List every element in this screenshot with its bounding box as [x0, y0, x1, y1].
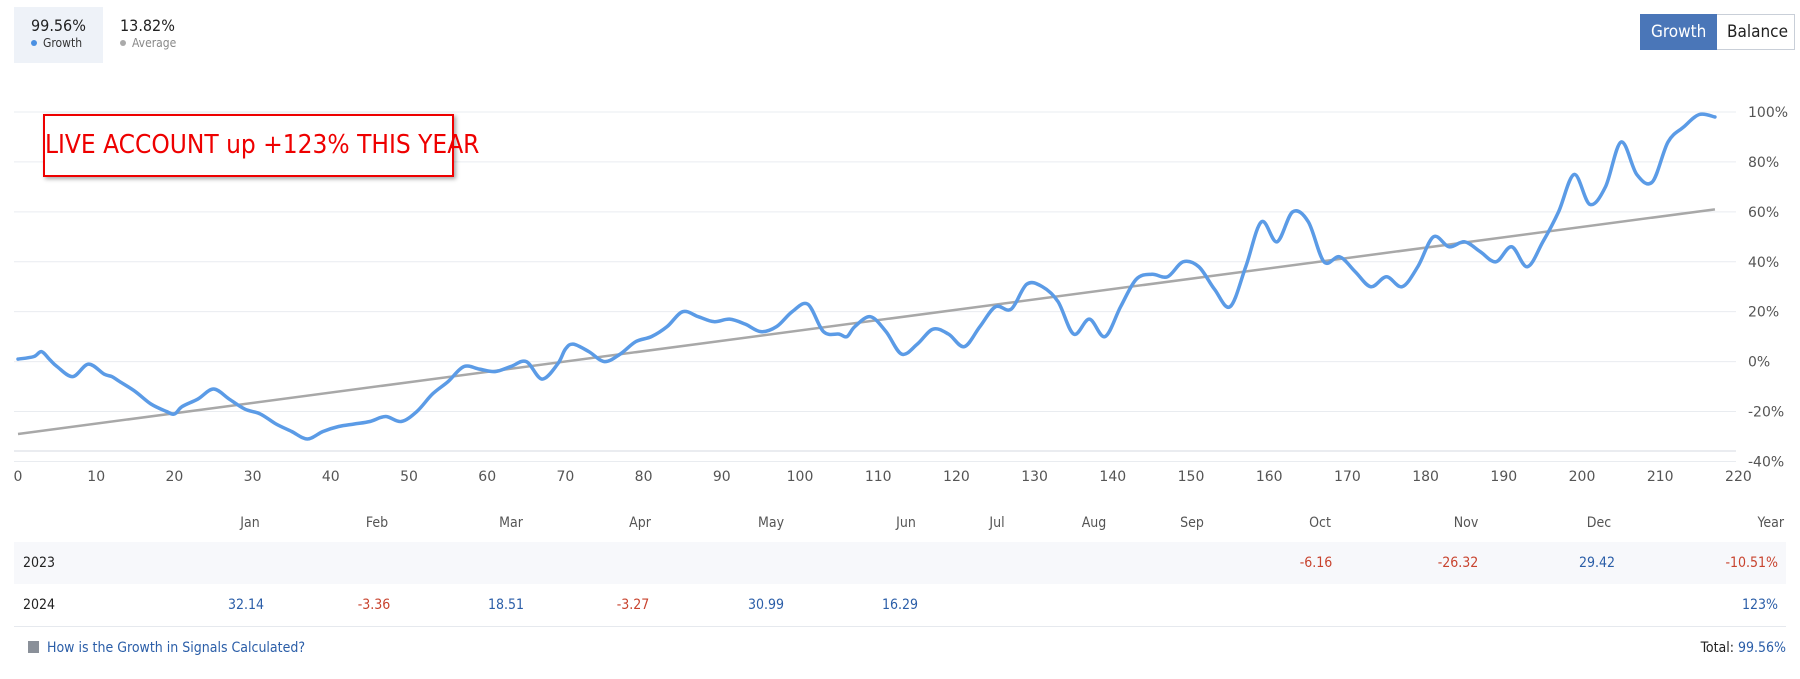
- row-total: -10.51%: [1725, 555, 1778, 571]
- x-tick-label: 90: [713, 469, 731, 485]
- month-feb: Feb: [365, 515, 389, 531]
- month-jun: Jun: [896, 515, 916, 531]
- average-line: [17, 208, 1716, 436]
- x-tick-label: 10: [87, 469, 105, 485]
- x-tick-label: 140: [1099, 469, 1126, 485]
- y-tick-label: 40%: [1748, 255, 1779, 271]
- growth-label: Growth: [43, 36, 83, 50]
- balance-button[interactable]: Balance: [1717, 14, 1795, 50]
- month-nov: Nov: [1453, 515, 1479, 531]
- table-row: 2023 -6.16 -26.32 29.42 -10.51%: [14, 542, 1786, 584]
- x-tick-label: 50: [400, 469, 418, 485]
- y-tick-label: -40%: [1748, 454, 1784, 470]
- x-tick-label: 190: [1490, 469, 1517, 485]
- y-tick-label: 80%: [1748, 155, 1779, 171]
- cell-jun: 16.29: [881, 597, 919, 613]
- row-total: 123%: [1741, 597, 1778, 613]
- month-may: May: [757, 515, 785, 531]
- x-tick-label: 20: [165, 469, 183, 485]
- x-tick-label: 210: [1647, 469, 1674, 485]
- x-tick-label: 30: [244, 469, 262, 485]
- month-header-row: Jan Feb Mar Apr May Jun Jul Aug Sep Oct …: [0, 503, 1800, 539]
- cell-feb: -3.36: [357, 597, 391, 613]
- stat-average[interactable]: 13.82% Average: [103, 7, 192, 63]
- row-year: 2023: [23, 555, 56, 571]
- x-tick-label: 0: [14, 469, 23, 485]
- x-tick-label: 60: [478, 469, 496, 485]
- cell-jan: 32.14: [227, 597, 265, 613]
- x-tick-label: 120: [943, 469, 970, 485]
- chart-mode-toggle: Growth Balance: [1640, 14, 1795, 50]
- x-tick-label: 80: [635, 469, 653, 485]
- month-jan: Jan: [240, 515, 260, 531]
- x-tick-label: 200: [1569, 469, 1596, 485]
- growth-line: [16, 112, 1717, 441]
- cell-oct: -6.16: [1299, 555, 1333, 571]
- cell-nov: -26.32: [1437, 555, 1479, 571]
- x-tick-label: 170: [1334, 469, 1361, 485]
- stat-growth[interactable]: 99.56% Growth: [14, 7, 103, 63]
- x-tick-label: 110: [865, 469, 892, 485]
- average-dot-icon: [120, 40, 126, 46]
- x-tick-label: 100: [787, 469, 814, 485]
- x-tick-label: 160: [1256, 469, 1283, 485]
- month-apr: Apr: [629, 515, 651, 531]
- y-tick-label: 100%: [1748, 105, 1788, 121]
- month-jul: Jul: [989, 515, 1005, 531]
- growth-help-text: How is the Growth in Signals Calculated?: [47, 640, 306, 656]
- row-year: 2024: [23, 597, 56, 613]
- y-tick-label: -20%: [1748, 405, 1784, 421]
- cell-apr: -3.27: [616, 597, 650, 613]
- x-tick-label: 40: [322, 469, 340, 485]
- cell-mar: 18.51: [487, 597, 525, 613]
- average-value: 13.82%: [120, 16, 175, 35]
- growth-help-link[interactable]: How is the Growth in Signals Calculated?: [28, 640, 305, 656]
- year-header: Year: [1757, 515, 1784, 531]
- growth-button[interactable]: Growth: [1640, 14, 1717, 50]
- stats-bar: 99.56% Growth 13.82% Average: [14, 7, 192, 63]
- month-aug: Aug: [1081, 515, 1107, 531]
- month-sep: Sep: [1180, 515, 1204, 531]
- book-icon: [28, 641, 39, 653]
- x-tick-label: 150: [1178, 469, 1205, 485]
- average-label: Average: [132, 36, 177, 50]
- total-value: 99.56%: [1737, 640, 1786, 656]
- cell-dec: 29.42: [1578, 555, 1616, 571]
- y-tick-label: 60%: [1748, 205, 1779, 221]
- total-label: Total:: [1700, 640, 1734, 656]
- cell-may: 30.99: [747, 597, 785, 613]
- month-oct: Oct: [1309, 515, 1331, 531]
- y-tick-label: 20%: [1748, 305, 1779, 321]
- x-tick-label: 220: [1725, 469, 1752, 485]
- total-summary: Total: 99.56%: [1701, 640, 1786, 656]
- growth-dot-icon: [31, 40, 37, 46]
- y-tick-label: 0%: [1748, 355, 1770, 371]
- x-tick-label: 130: [1021, 469, 1048, 485]
- month-mar: Mar: [499, 515, 523, 531]
- x-tick-label: 70: [556, 469, 574, 485]
- growth-value: 99.56%: [31, 16, 86, 35]
- x-tick-label: 180: [1412, 469, 1439, 485]
- growth-chart: 100% 80% 60% 40% 20% 0% -20% -40% 0 10 20 30 40 50 60 7…: [14, 105, 1788, 485]
- annotation-callout: LIVE ACCOUNT up +123% THIS YEAR: [43, 114, 479, 177]
- table-row: 2024 32.14 -3.36 18.51 -3.27 30.99 16.29…: [14, 584, 1786, 627]
- month-dec: Dec: [1586, 515, 1612, 531]
